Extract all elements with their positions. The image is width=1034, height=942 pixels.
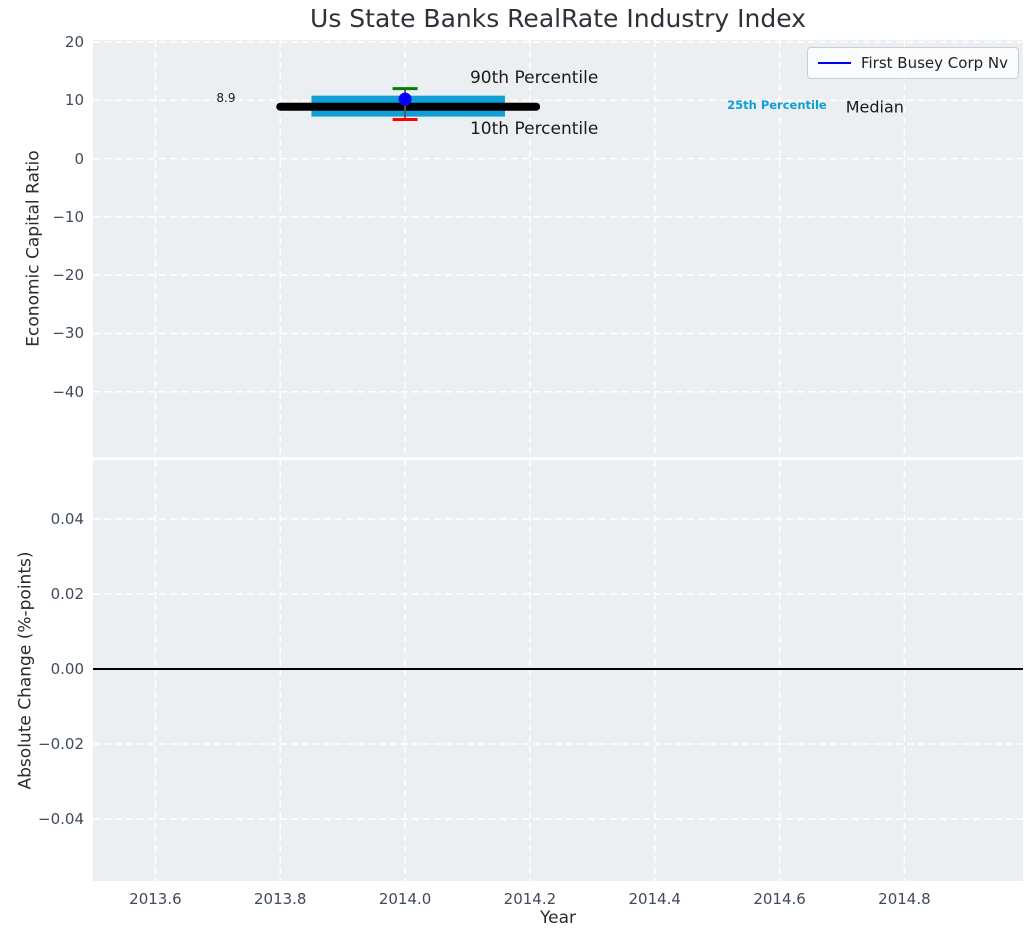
y-tick-label: −20 (52, 266, 84, 285)
x-tick-label: 2014.6 (753, 890, 806, 908)
annotation-median-value: 8.9 (216, 90, 236, 105)
x-tick-label: 2014.8 (878, 890, 931, 908)
y-tick-label: 20 (64, 33, 84, 52)
x-tick-label: 2014.0 (378, 890, 432, 908)
x-tick-label: 2014.2 (503, 890, 557, 908)
y-tick-label: 0 (74, 149, 84, 168)
company-point (398, 92, 412, 106)
y-tick-label: 0.00 (50, 659, 84, 678)
top-plot: First Busey Corp Nv (93, 40, 1023, 457)
x-tick-label: 2013.6 (129, 890, 182, 908)
y-tick-label: −0.02 (38, 735, 84, 754)
y-tick-label: 10 (64, 91, 84, 110)
y-tick-label: −0.04 (38, 810, 84, 829)
legend-label: First Busey Corp Nv (860, 54, 1008, 72)
y-tick-label: −40 (52, 382, 84, 401)
top-plot-area (93, 40, 1023, 457)
y-tick-label: −10 (52, 207, 84, 226)
annotation-median-label: Median (845, 97, 904, 117)
bottom-plot-area (93, 460, 1023, 881)
x-tick-label: 2013.8 (253, 890, 307, 908)
annotation-p25-label: 25th Percentile (727, 98, 827, 113)
bottom-plot (93, 460, 1023, 881)
y-tick-label: −30 (52, 324, 84, 343)
y-tick-label: 0.02 (50, 584, 84, 603)
x-axis-label: Year (540, 908, 576, 928)
y-tick-label: 0.04 (50, 509, 84, 528)
legend: First Busey Corp Nv (806, 47, 1019, 79)
chart-title: Us State Banks RealRate Industry Index (310, 4, 806, 33)
annotation-p10-label: 10th Percentile (469, 118, 599, 139)
annotation-p90-label: 90th Percentile (469, 67, 599, 88)
x-tick-label: 2014.4 (628, 890, 681, 908)
legend-line-sample (817, 62, 851, 64)
